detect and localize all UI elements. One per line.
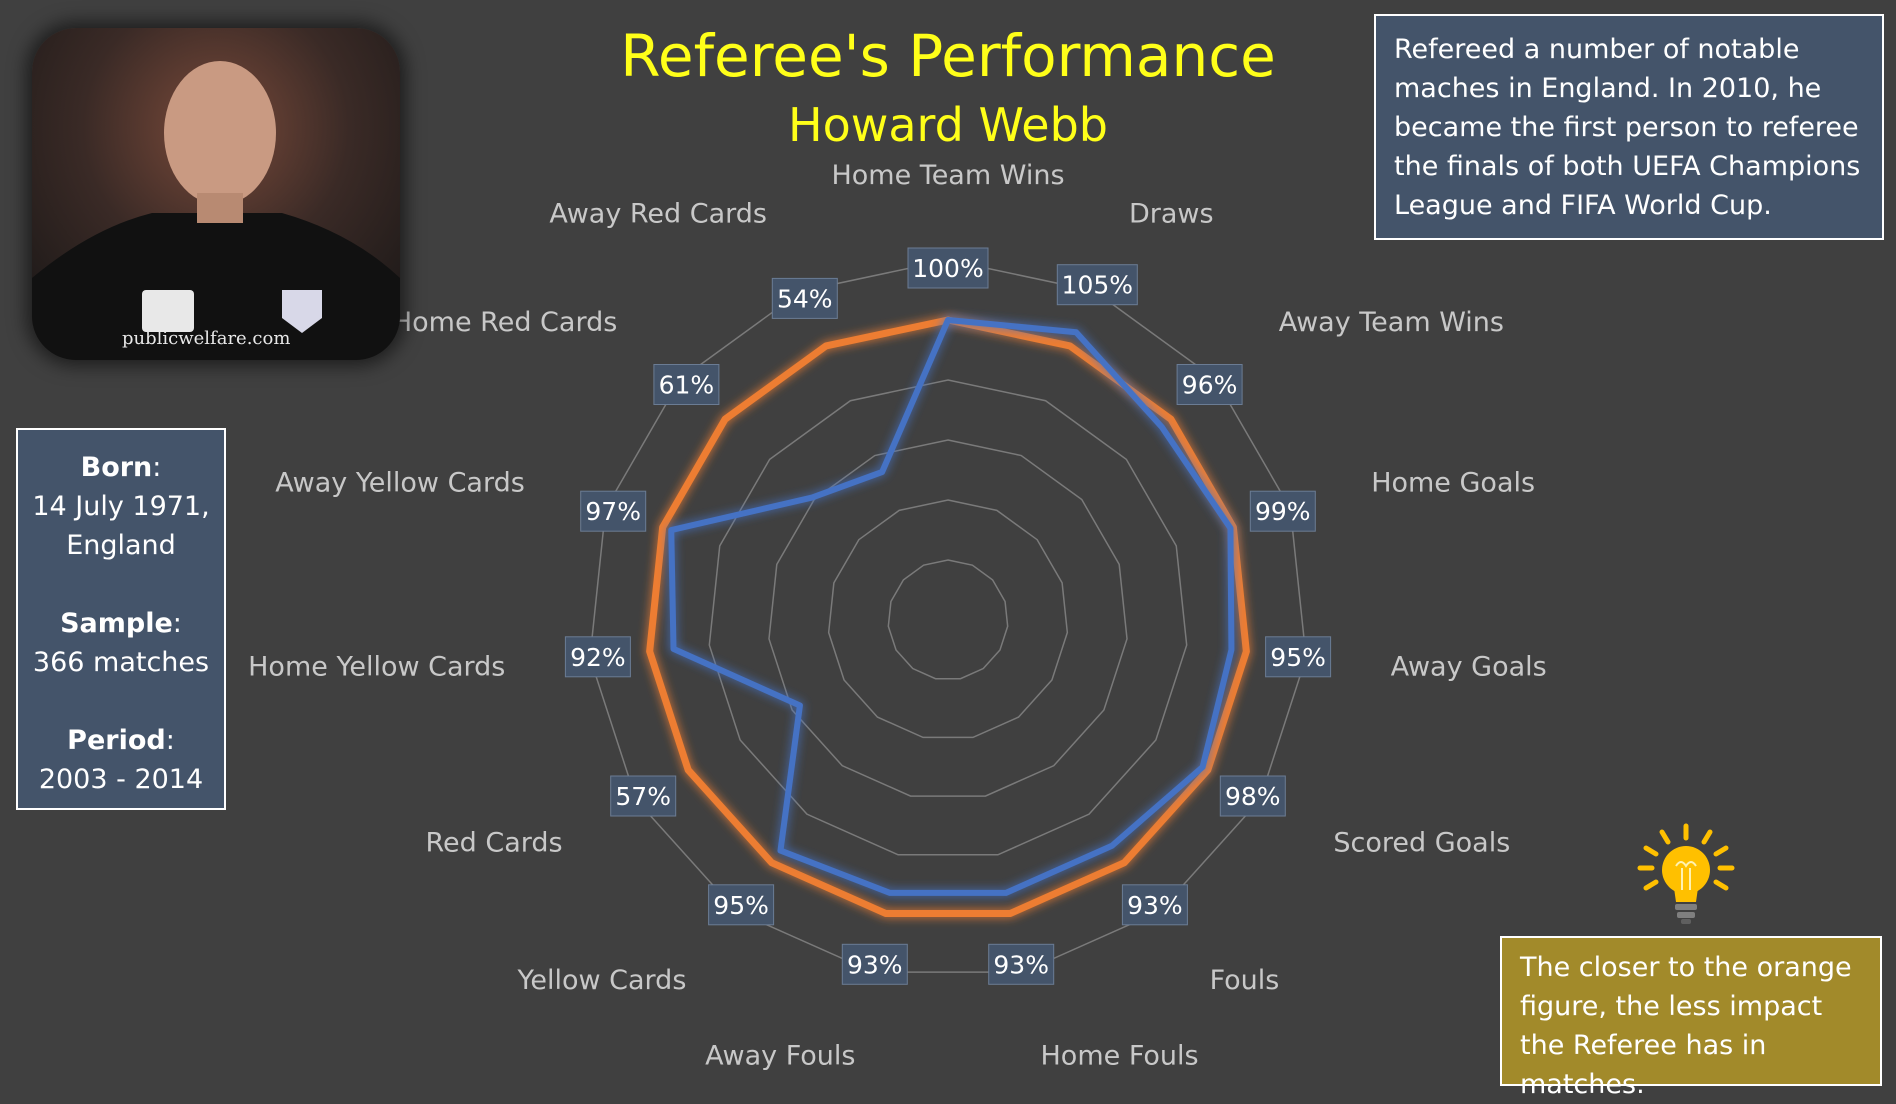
data-label-box <box>907 247 989 289</box>
period-value: 2003 - 2014 <box>38 764 204 795</box>
data-label: 93% <box>993 950 1049 979</box>
data-label-box <box>1121 884 1188 926</box>
data-label: 61% <box>659 371 715 400</box>
category-label: Yellow Cards <box>516 965 686 996</box>
career-note: Refereed a number of notable maches in E… <box>1374 14 1884 240</box>
category-label: Draws <box>1129 199 1214 230</box>
born-value-line1: 14 July 1971, <box>32 491 210 522</box>
data-label-box <box>771 277 838 319</box>
category-label: Home Goals <box>1371 468 1535 499</box>
chart-title: Referee's Performance <box>620 22 1276 90</box>
category-label: Away Yellow Cards <box>275 468 525 499</box>
radar-gridline <box>887 559 1009 680</box>
data-label-box <box>1249 490 1316 532</box>
data-label-box <box>841 943 908 985</box>
data-label-box <box>653 364 720 405</box>
referee-series-line <box>668 317 1235 896</box>
data-label-box <box>708 884 775 926</box>
radar-gridline <box>589 259 1307 973</box>
referee-portrait-image <box>32 61 400 360</box>
radar-labels: Home Team Wins Draws Away Team Wins Home Go… <box>248 160 1547 1071</box>
data-label-box <box>1265 636 1332 678</box>
data-label: 97% <box>585 497 641 526</box>
data-label: 57% <box>615 782 671 811</box>
category-label: Away Fouls <box>705 1040 855 1071</box>
category-label: Away Team Wins <box>1279 307 1504 338</box>
period-label: Period <box>67 725 166 756</box>
referee-info-box: Born: 14 July 1971, England Sample: 366 … <box>16 428 226 810</box>
baseline-series-line <box>646 316 1250 917</box>
chart-subtitle: Howard Webb <box>788 98 1108 152</box>
category-label: Home Team Wins <box>831 160 1064 191</box>
data-label: 92% <box>570 643 626 672</box>
category-label: Away Red Cards <box>549 199 767 230</box>
category-label: Scored Goals <box>1333 828 1510 859</box>
radar-gridline <box>827 499 1069 739</box>
radar-gridline <box>708 379 1188 856</box>
born-label: Born <box>80 452 153 483</box>
lightbulb-icon <box>1637 823 1735 924</box>
data-label-box <box>1056 264 1138 306</box>
photo-watermark: publicwelfare.com <box>122 328 291 349</box>
data-label: 98% <box>1225 782 1281 811</box>
data-label: 105% <box>1062 271 1133 300</box>
tip-box: The closer to the orange figure, the les… <box>1500 936 1882 1100</box>
category-label: Red Cards <box>425 828 562 859</box>
data-label: 99% <box>1255 497 1311 526</box>
radar-series <box>646 316 1250 917</box>
data-label: 95% <box>1270 643 1326 672</box>
born-value-line2: England <box>66 530 176 561</box>
category-label: Home Red Cards <box>392 307 617 338</box>
data-label-box <box>610 775 677 817</box>
referee-photo: publicwelfare.com <box>32 28 400 360</box>
category-label: Fouls <box>1210 965 1280 996</box>
radar-gridline <box>768 439 1128 797</box>
data-label: 100% <box>912 254 983 283</box>
data-label: 93% <box>847 950 903 979</box>
sample-label: Sample <box>60 608 173 639</box>
data-label: 96% <box>1182 371 1238 400</box>
category-label: Away Goals <box>1391 652 1547 683</box>
data-label: 93% <box>1127 891 1183 920</box>
data-label-box <box>1176 364 1243 405</box>
category-label: Home Fouls <box>1041 1040 1199 1071</box>
data-label: 54% <box>777 284 833 313</box>
data-label-box <box>580 490 647 532</box>
data-label: 95% <box>713 891 769 920</box>
data-label-box <box>1219 775 1286 817</box>
category-label: Home Yellow Cards <box>248 652 505 683</box>
data-label-box <box>564 636 631 678</box>
data-label-box <box>988 943 1055 985</box>
sample-value: 366 matches <box>32 647 210 678</box>
